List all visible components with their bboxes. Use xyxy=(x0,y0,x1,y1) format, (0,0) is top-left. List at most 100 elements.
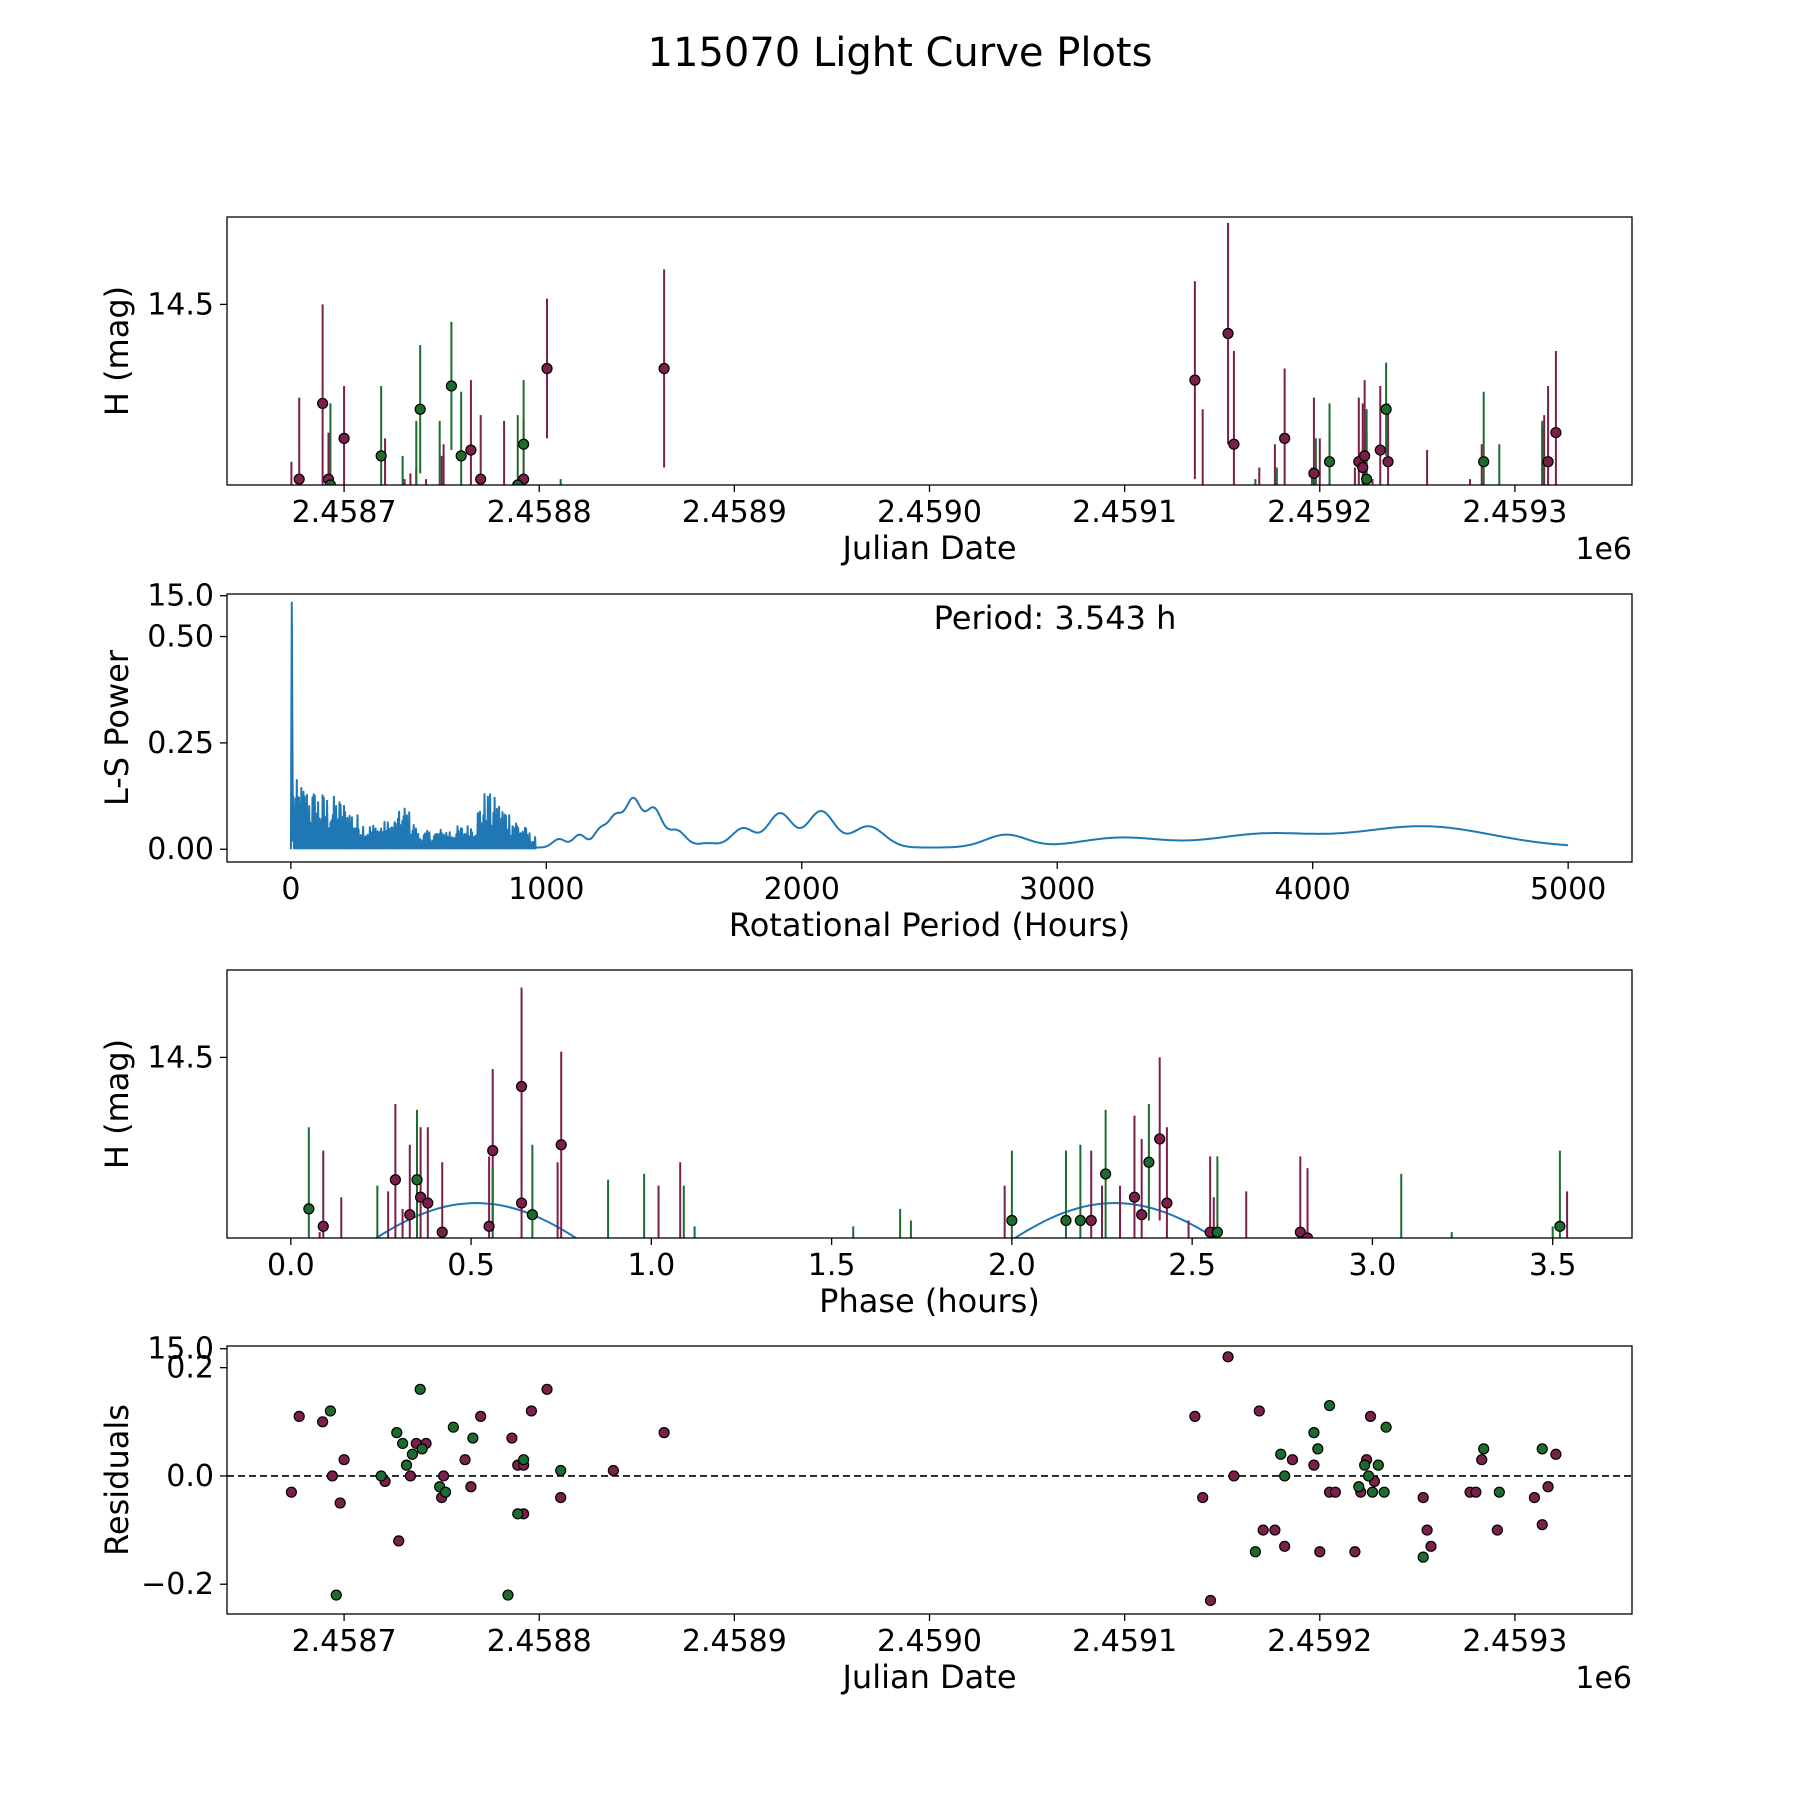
green-data-point xyxy=(1361,473,1373,485)
y-axis-label: H (mag) xyxy=(98,286,136,416)
purple-data-point xyxy=(436,1226,448,1238)
green-data-point xyxy=(391,1427,403,1439)
purple-data-point xyxy=(541,362,553,375)
x-axis-label: Phase (hours) xyxy=(819,1282,1040,1320)
green-data-point xyxy=(1211,1226,1223,1238)
x-offset-label: 1e6 xyxy=(1575,532,1632,567)
purple-data-point xyxy=(1189,1410,1201,1422)
lightcurve-panel: 2.4587 2.4588 2.4589 2.4590 2.4591 2.4592 2.45… xyxy=(98,216,1633,614)
green-data-point xyxy=(1478,1443,1490,1455)
purple-data-point xyxy=(293,1410,305,1422)
green-data-point xyxy=(1362,1470,1375,1482)
green-data-point xyxy=(555,1464,567,1477)
green-data-point xyxy=(414,403,426,415)
purple-data-point xyxy=(1269,1524,1281,1536)
purple-data-point xyxy=(555,1491,567,1504)
x-tick-label: 2.4591 xyxy=(1072,495,1177,530)
x-tick-label: 5000 xyxy=(1530,872,1606,907)
y-axis-label: L-S Power xyxy=(98,649,136,806)
green-data-point xyxy=(330,1589,342,1601)
y-tick-label: 0.0 xyxy=(166,1459,214,1494)
green-data-point xyxy=(397,1437,409,1450)
x-tick-label: 2.4589 xyxy=(682,1624,787,1659)
green-data-point xyxy=(512,1508,524,1520)
x-tick-label: 2.4587 xyxy=(292,1624,397,1659)
y-tick-label: 14.5 xyxy=(147,1040,214,1075)
purple-data-point xyxy=(438,1470,450,1482)
purple-data-point xyxy=(1154,1133,1166,1145)
purple-data-point xyxy=(293,473,305,485)
green-data-point xyxy=(447,1421,459,1433)
green-data-point xyxy=(1359,1459,1371,1471)
purple-data-point xyxy=(1257,1524,1269,1536)
green-data-point xyxy=(439,1486,452,1498)
y-tick-label: 0.00 xyxy=(147,832,214,867)
purple-data-point xyxy=(1286,1454,1299,1466)
y-axis-label: H (mag) xyxy=(98,1039,136,1169)
x-tick-label: 2.4590 xyxy=(877,495,982,530)
plot-area xyxy=(303,987,1569,1238)
purple-data-point xyxy=(506,1432,518,1444)
purple-data-point xyxy=(1128,1191,1141,1203)
green-data-point xyxy=(502,1589,514,1601)
x-tick-label: 2.4589 xyxy=(682,495,787,530)
x-tick-label: 2.4588 xyxy=(487,1624,592,1659)
purple-data-point xyxy=(285,1486,297,1498)
purple-data-point xyxy=(1528,1491,1541,1504)
y-axis-label: Residuals xyxy=(98,1404,136,1556)
green-data-point xyxy=(1323,456,1336,468)
purple-data-point xyxy=(1357,461,1369,474)
purple-data-point xyxy=(1476,1454,1488,1466)
purple-data-point xyxy=(404,1209,416,1221)
x-tick-label: 0.5 xyxy=(447,1248,495,1283)
purple-data-point xyxy=(541,1383,553,1395)
x-tick-label: 2.5 xyxy=(1168,1248,1216,1283)
green-data-point xyxy=(414,1383,426,1395)
purple-data-point xyxy=(338,432,350,444)
green-data-point xyxy=(526,1209,538,1221)
green-data-point xyxy=(512,479,524,485)
purple-data-point xyxy=(1136,1209,1148,1221)
x-axis-label: Julian Date xyxy=(840,1658,1016,1696)
purple-data-point xyxy=(658,362,670,375)
periodogram-line xyxy=(289,601,1569,850)
purple-data-point xyxy=(1197,1491,1209,1504)
x-tick-label: 4000 xyxy=(1275,872,1351,907)
green-data-point xyxy=(1312,1443,1324,1455)
purple-data-point xyxy=(1228,1470,1240,1482)
purple-data-point xyxy=(404,1470,417,1482)
y-tick-label: 0.2 xyxy=(166,1351,214,1386)
purple-data-point xyxy=(1421,1524,1433,1536)
purple-data-point xyxy=(1364,1410,1377,1422)
purple-data-point xyxy=(1550,426,1562,439)
x-tick-label: 3.5 xyxy=(1529,1248,1577,1283)
y-tick-label: 15.0 xyxy=(147,579,214,614)
y-tick-label: 0.50 xyxy=(147,620,214,655)
y-tick-label: 0.25 xyxy=(147,726,214,761)
residuals-panel: 2.4587 2.4588 2.4589 2.4590 2.4591 2.4592 2.45… xyxy=(98,1345,1633,1696)
green-data-point xyxy=(416,1443,428,1455)
purple-data-point xyxy=(1085,1214,1097,1227)
x-tick-label: 2.0 xyxy=(988,1248,1036,1283)
purple-data-point xyxy=(1279,1540,1291,1552)
purple-data-point xyxy=(515,1197,528,1209)
plot-frame xyxy=(226,1345,1633,1615)
purple-data-point xyxy=(389,1174,401,1186)
purple-data-point xyxy=(415,1191,427,1203)
green-data-point xyxy=(1493,1486,1505,1498)
green-data-point xyxy=(1380,1421,1392,1433)
figure-title: 115070 Light Curve Plots xyxy=(648,30,1153,76)
x-axis-label: Julian Date xyxy=(840,529,1016,567)
green-data-point xyxy=(445,380,458,392)
purple-data-point xyxy=(1536,1519,1548,1531)
green-data-point xyxy=(324,1405,337,1417)
purple-data-point xyxy=(475,1410,487,1422)
green-data-point xyxy=(467,1432,479,1444)
purple-data-point xyxy=(1222,327,1234,340)
x-tick-label: 2.4592 xyxy=(1267,1624,1372,1659)
green-data-point xyxy=(518,438,530,450)
green-data-point xyxy=(1249,1546,1261,1558)
periodogram-panel: 0 1000 2000 3000 4000 5000 0.00 0.25 0.50 Rotatio… xyxy=(98,593,1633,944)
green-data-point xyxy=(1366,1486,1379,1498)
